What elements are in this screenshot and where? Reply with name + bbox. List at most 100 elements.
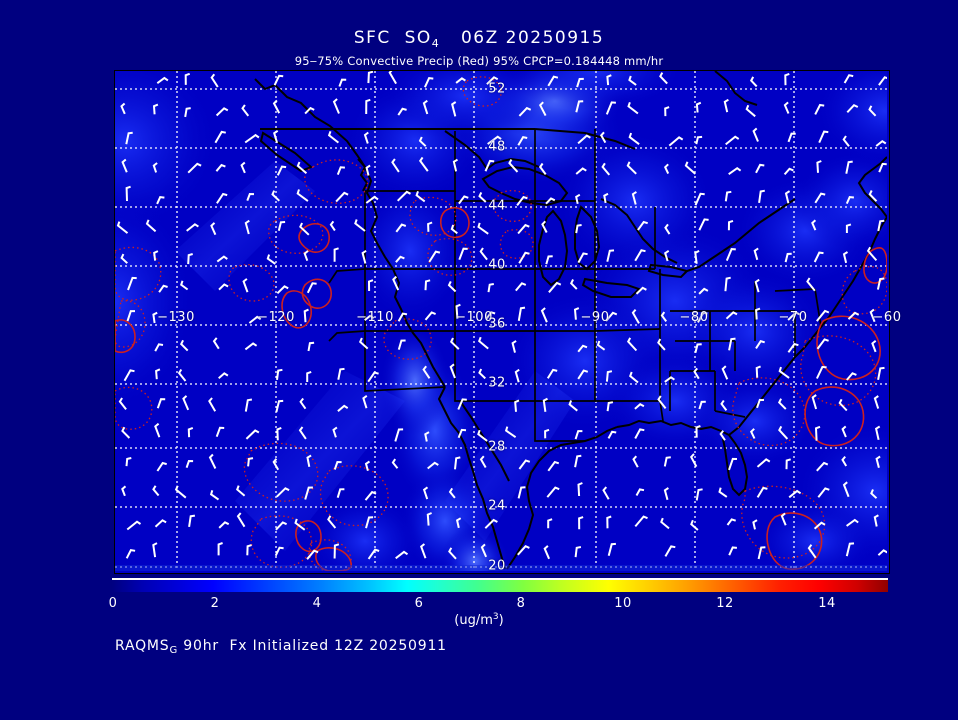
wind-barb <box>778 425 789 440</box>
wind-barb <box>364 314 375 321</box>
wind-barb <box>246 544 252 556</box>
wind-barb <box>575 100 584 113</box>
wind-barb <box>634 249 646 262</box>
wind-barb <box>125 185 131 202</box>
wind-barb <box>538 101 547 117</box>
page-title: SFC SO4 06Z 20250915 <box>0 28 958 50</box>
wind-barb <box>719 430 726 441</box>
colorbar-tick: 8 <box>516 596 526 611</box>
wind-barb <box>749 76 758 88</box>
wind-barb <box>394 428 404 442</box>
wind-barb <box>878 76 887 86</box>
wind-barb <box>542 397 548 412</box>
wind-barb <box>783 167 794 176</box>
wind-barb <box>216 255 228 263</box>
wind-barb <box>391 158 400 173</box>
wind-barb <box>877 549 887 556</box>
wind-barb <box>635 286 647 295</box>
wind-barb <box>361 249 367 264</box>
wind-barb <box>518 106 532 117</box>
wind-barb <box>271 190 280 202</box>
wind-barb <box>306 282 317 294</box>
wind-barb <box>515 282 527 292</box>
wind-barb <box>397 312 408 322</box>
wind-barb <box>728 166 742 176</box>
wind-barb <box>517 223 530 235</box>
wind-barb <box>843 74 854 84</box>
wind-barb <box>275 399 284 413</box>
wind-barb <box>574 454 582 468</box>
wind-barb <box>807 544 817 559</box>
wind-barb <box>388 71 397 85</box>
wind-barb <box>127 276 137 291</box>
wind-barb <box>273 129 279 144</box>
wind-barb <box>695 488 703 501</box>
wind-barb <box>179 339 189 352</box>
lat-tick-label: 44 <box>488 198 506 214</box>
wind-barb <box>574 546 582 558</box>
wind-barb <box>504 426 517 439</box>
wind-barb <box>354 219 366 232</box>
wind-barb <box>418 156 429 172</box>
wind-barb <box>606 74 612 86</box>
wind-barb <box>754 278 760 293</box>
units-suffix: ) <box>498 613 504 628</box>
wind-barb <box>294 518 306 531</box>
wind-barb <box>693 367 700 380</box>
wind-barb <box>218 283 229 291</box>
wind-barb <box>540 307 548 323</box>
wind-barb <box>627 101 639 115</box>
wind-barb <box>538 162 547 175</box>
wind-barb <box>358 337 369 350</box>
wind-barb <box>544 428 550 439</box>
wind-barb <box>337 404 349 412</box>
wind-barb <box>218 372 229 379</box>
wind-barb <box>814 192 826 204</box>
wind-barb <box>457 398 467 410</box>
wind-barb <box>365 516 374 529</box>
wind-barb <box>272 458 280 471</box>
wind-barb <box>816 338 829 350</box>
wind-barb <box>427 221 433 232</box>
wind-barb <box>541 220 548 233</box>
wind-barb <box>125 548 136 559</box>
wind-barb <box>846 372 857 381</box>
wind-barb <box>514 399 520 412</box>
wind-barb <box>236 485 246 497</box>
wind-barb <box>874 425 881 441</box>
wind-barb <box>518 251 530 264</box>
wind-barb <box>304 106 315 115</box>
wind-barb <box>455 517 462 529</box>
wind-barb <box>753 247 759 261</box>
wind-barb <box>337 367 345 380</box>
wind-barbs <box>116 71 887 560</box>
wind-barb <box>878 162 887 173</box>
wind-barb <box>423 77 434 88</box>
wind-barb <box>156 461 167 472</box>
wind-barb <box>842 251 849 264</box>
wind-barb <box>517 135 528 146</box>
wind-barb <box>784 72 790 86</box>
wind-barb <box>422 486 429 500</box>
wind-barb <box>780 512 787 526</box>
wind-barb <box>186 223 199 232</box>
map-gridlines <box>115 71 887 571</box>
wind-barb <box>479 455 487 469</box>
wind-barb <box>755 365 761 378</box>
lat-tick-label: 40 <box>488 257 506 273</box>
wind-barb <box>152 311 158 324</box>
lat-tick-label: 48 <box>488 139 506 155</box>
wind-barb <box>395 223 407 233</box>
wind-barb <box>695 425 701 438</box>
wind-barb <box>868 105 877 117</box>
wind-barb <box>333 543 340 559</box>
wind-barb <box>841 455 848 467</box>
wind-barb <box>245 429 260 440</box>
wind-barb <box>156 398 166 409</box>
wind-barb <box>518 459 531 470</box>
wind-barb <box>632 455 639 468</box>
wind-barb <box>152 485 160 497</box>
wind-barb <box>664 249 670 262</box>
wind-barb <box>547 460 560 472</box>
wind-barb <box>477 222 489 235</box>
